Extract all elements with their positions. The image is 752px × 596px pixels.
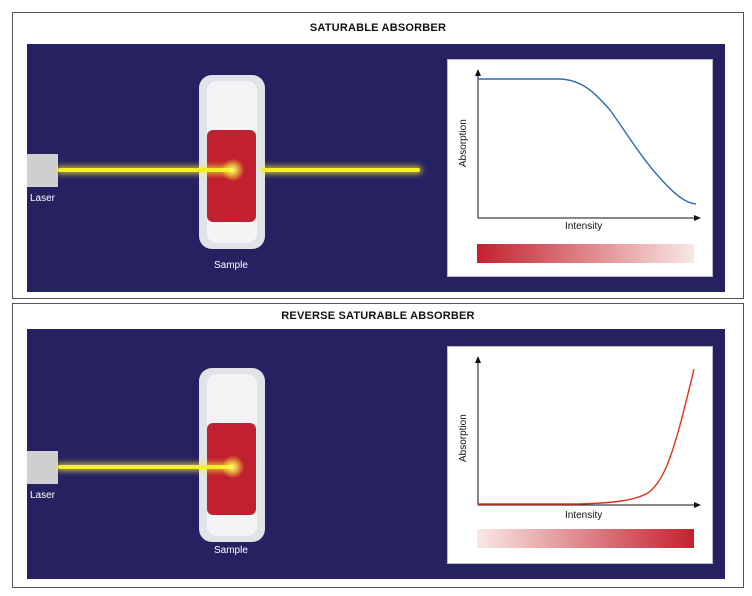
absorption-color-gradient	[477, 244, 694, 263]
absorption-vs-intensity-plot	[475, 69, 701, 221]
y-axis-arrow	[475, 69, 481, 76]
saturable-absorption-curve	[478, 78, 697, 205]
transmitted-laser-beam	[262, 168, 420, 172]
incident-laser-beam	[58, 465, 233, 469]
absorption-color-gradient	[477, 529, 694, 548]
incident-laser-beam	[58, 168, 233, 172]
absorption-graph: Absorption Intensity	[447, 59, 713, 277]
laser-source	[27, 154, 58, 187]
reverse-saturable-absorber-panel: REVERSE SATURABLE ABSORBER Laser Sample …	[12, 303, 744, 588]
laser-source	[27, 451, 58, 484]
x-axis-arrow	[694, 215, 701, 221]
sample-label: Sample	[214, 545, 248, 556]
diagram-stage: Laser Sample Absorption Intensity	[27, 44, 725, 292]
y-axis-arrow	[475, 356, 481, 363]
y-axis-label: Absorption	[458, 414, 469, 462]
absorption-graph: Absorption Intensity	[447, 346, 713, 564]
panel-title: REVERSE SATURABLE ABSORBER	[281, 310, 475, 322]
laser-label: Laser	[30, 193, 56, 204]
y-axis-label: Absorption	[458, 119, 469, 167]
absorption-vs-intensity-plot	[475, 356, 701, 508]
beam-glow	[222, 456, 244, 478]
laser-label: Laser	[30, 490, 56, 501]
sample-label: Sample	[214, 260, 248, 271]
x-axis-label: Intensity	[565, 510, 603, 521]
beam-glow	[222, 159, 244, 181]
diagram-stage: Laser Sample Absorption Intensity	[27, 329, 725, 579]
x-axis-label: Intensity	[565, 221, 603, 232]
reverse-saturable-absorption-curve	[478, 368, 695, 505]
x-axis-arrow	[694, 502, 701, 508]
panel-title: SATURABLE ABSORBER	[309, 22, 447, 34]
saturable-absorber-panel: SATURABLE ABSORBER Laser Sample Absorpti…	[12, 12, 744, 299]
